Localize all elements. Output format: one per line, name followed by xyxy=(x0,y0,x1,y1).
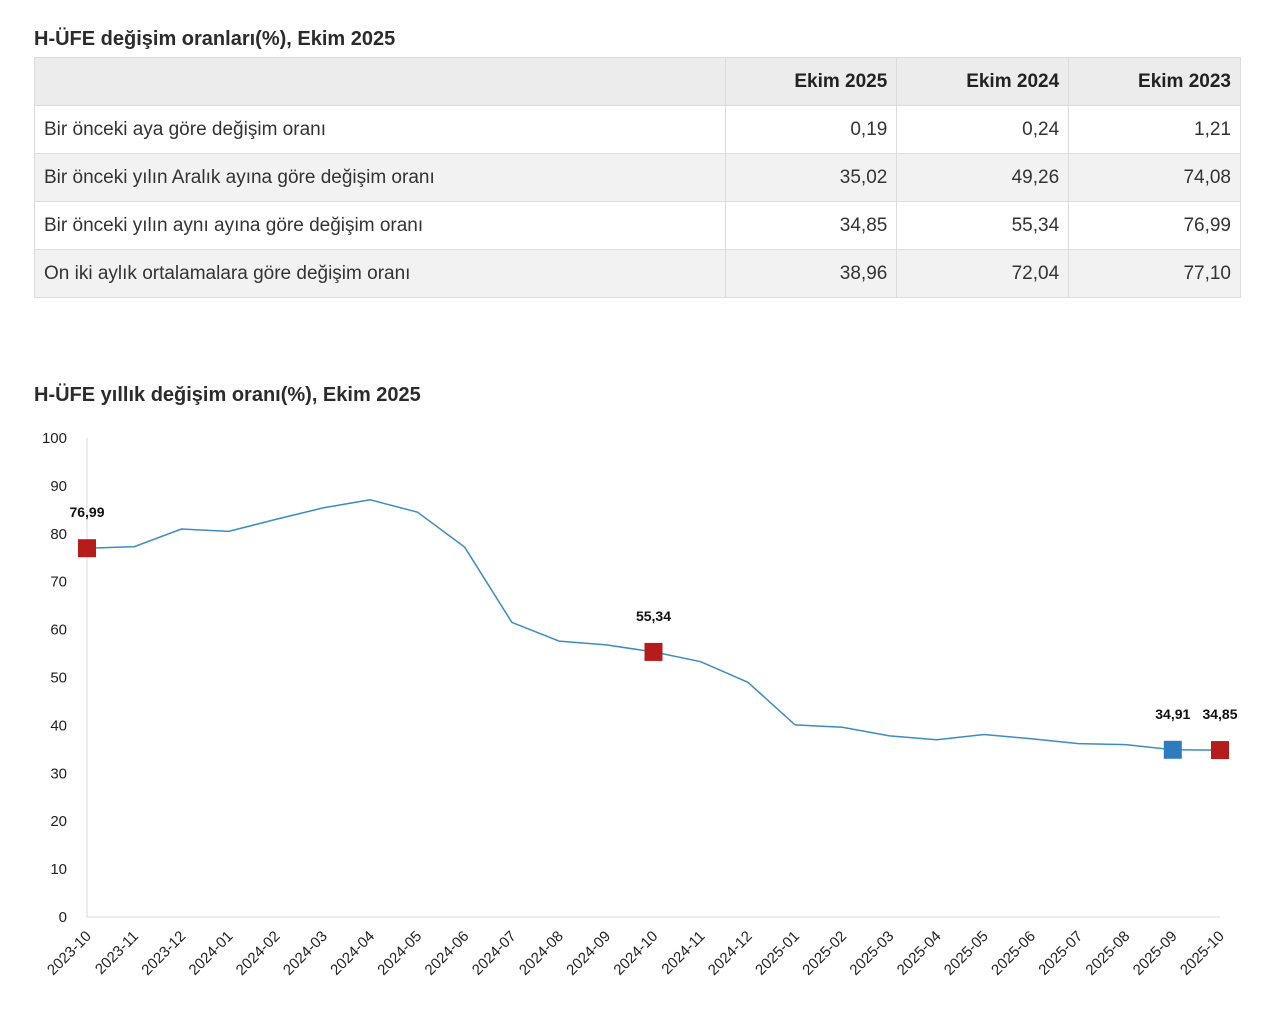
y-tick-label: 100 xyxy=(42,430,67,447)
x-tick-label: 2023-12 xyxy=(138,928,189,979)
x-tick-label: 2024-02 xyxy=(233,928,284,979)
table-row: Bir önceki aya göre değişim oranı 0,19 0… xyxy=(34,105,1241,154)
column-header-label xyxy=(34,57,726,106)
cell-value: 1,21 xyxy=(1068,105,1241,154)
row-label: Bir önceki aya göre değişim oranı xyxy=(34,105,726,154)
cell-value: 38,96 xyxy=(724,249,898,298)
cell-value: 0,24 xyxy=(896,105,1070,154)
column-header-ekim-2023: Ekim 2023 xyxy=(1068,57,1241,106)
x-tick-label: 2025-08 xyxy=(1082,928,1133,979)
y-tick-label: 60 xyxy=(50,622,67,639)
x-tick-label: 2025-01 xyxy=(752,928,803,979)
cell-value: 49,26 xyxy=(896,153,1070,202)
y-tick-label: 90 xyxy=(50,478,67,495)
x-tick-label: 2024-05 xyxy=(374,928,425,979)
table-title: H-ÜFE değişim oranları(%), Ekim 2025 xyxy=(34,28,396,50)
cell-value: 77,10 xyxy=(1068,249,1241,298)
column-header-ekim-2024: Ekim 2024 xyxy=(896,57,1070,106)
cell-value: 34,85 xyxy=(724,201,898,250)
cell-value: 55,34 xyxy=(896,201,1070,250)
row-label: Bir önceki yılın aynı ayına göre değişim… xyxy=(34,201,726,250)
x-tick-label: 2025-02 xyxy=(799,928,850,979)
x-tick-label: 2025-03 xyxy=(846,928,897,979)
y-tick-label: 30 xyxy=(50,765,67,782)
cell-value: 74,08 xyxy=(1068,153,1241,202)
data-label: 34,91 xyxy=(1155,706,1190,722)
change-rates-table: Ekim 2025 Ekim 2024 Ekim 2023 Bir önceki… xyxy=(34,57,1241,298)
y-tick-label: 80 xyxy=(50,526,67,543)
x-tick-label: 2024-08 xyxy=(516,928,567,979)
x-tick-label: 2023-10 xyxy=(44,928,95,979)
data-label: 34,85 xyxy=(1202,706,1237,722)
data-marker xyxy=(1211,741,1229,760)
x-tick-label: 2024-10 xyxy=(610,928,661,979)
x-tick-label: 2024-07 xyxy=(469,928,520,979)
table-row: Bir önceki yılın aynı ayına göre değişim… xyxy=(34,201,1241,250)
data-marker xyxy=(644,642,663,661)
chart-title: H-ÜFE yıllık değişim oranı(%), Ekim 2025 xyxy=(34,384,421,406)
x-tick-label: 2024-12 xyxy=(705,928,756,979)
column-header-ekim-2025: Ekim 2025 xyxy=(724,57,898,106)
x-tick-label: 2024-06 xyxy=(422,928,473,979)
cell-value: 76,99 xyxy=(1068,201,1241,250)
data-marker xyxy=(78,539,96,558)
data-label: 76,99 xyxy=(69,504,104,520)
series-line xyxy=(86,499,1221,751)
row-label: Bir önceki yılın Aralık ayına göre değiş… xyxy=(34,153,726,202)
x-tick-label: 2025-05 xyxy=(941,928,992,979)
x-tick-label: 2024-03 xyxy=(280,928,331,979)
table-row: On iki aylık ortalamalara göre değişim o… xyxy=(34,249,1241,298)
x-tick-label: 2024-11 xyxy=(658,928,708,978)
y-tick-label: 20 xyxy=(50,813,67,830)
y-tick-label: 40 xyxy=(50,717,67,734)
y-tick-label: 10 xyxy=(50,861,67,878)
x-tick-label: 2024-01 xyxy=(185,928,236,979)
y-tick-label: 70 xyxy=(50,574,67,591)
x-tick-label: 2025-04 xyxy=(894,928,945,979)
cell-value: 72,04 xyxy=(896,249,1070,298)
cell-value: 35,02 xyxy=(724,153,898,202)
line-chart: 0 10 20 30 40 50 60 70 80 90 100 2023-102023-112023… xyxy=(42,430,1238,979)
table-row: Bir önceki yılın Aralık ayına göre değiş… xyxy=(34,153,1241,202)
y-tick-label: 0 xyxy=(59,909,67,926)
y-tick-label: 50 xyxy=(50,670,67,687)
table-header-row: Ekim 2025 Ekim 2024 Ekim 2023 xyxy=(34,57,1241,106)
x-tick-label: 2025-07 xyxy=(1035,928,1086,979)
x-tick-label: 2023-11 xyxy=(92,928,142,978)
x-tick-label: 2024-09 xyxy=(563,928,614,979)
x-tick-label: 2025-09 xyxy=(1130,928,1181,979)
data-marker xyxy=(1163,740,1182,759)
data-label: 55,34 xyxy=(636,608,671,624)
row-label: On iki aylık ortalamalara göre değişim o… xyxy=(34,249,726,298)
cell-value: 0,19 xyxy=(724,105,898,154)
x-tick-label: 2025-06 xyxy=(988,928,1039,979)
x-tick-label: 2025-10 xyxy=(1177,928,1228,979)
x-tick-label: 2024-04 xyxy=(327,928,378,979)
